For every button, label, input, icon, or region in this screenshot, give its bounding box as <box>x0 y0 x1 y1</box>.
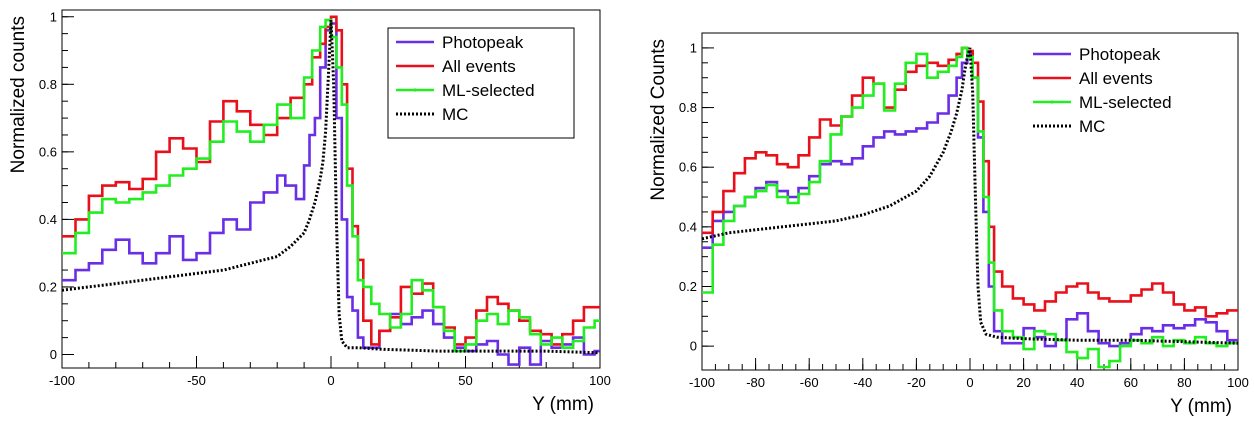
y-tick-label: 0.8 <box>39 77 57 92</box>
legend-label: Photopeak <box>1079 45 1161 64</box>
x-tick-label: 40 <box>1070 375 1084 390</box>
y-tick-label: 0.2 <box>679 279 697 294</box>
x-tick-label: 100 <box>589 373 611 388</box>
x-axis-title: Y (mm) <box>532 394 594 415</box>
y-tick-label: 1 <box>690 40 697 55</box>
legend: Photopeak All events ML-selected MC <box>1033 45 1172 136</box>
x-tick-label: -20 <box>907 375 926 390</box>
legend-frame <box>387 27 575 139</box>
y-tick-label: 0.8 <box>679 100 697 115</box>
x-tick-label: 0 <box>966 375 973 390</box>
y-tick-label: 0.4 <box>679 219 697 234</box>
y-tick-label: 0 <box>50 347 57 362</box>
y-tick-label: 0.2 <box>39 279 57 294</box>
legend-marker <box>413 88 417 92</box>
y-tick-label: 0.6 <box>39 144 57 159</box>
y-axis-title: Normalized Counts <box>648 39 669 201</box>
legend-label: MC <box>1079 117 1105 136</box>
x-tick-label: -40 <box>853 375 872 390</box>
y-tick-label: 0 <box>690 339 697 354</box>
x-tick-label: -50 <box>187 373 206 388</box>
chart-right-svg: -100 -80 -60 -40 -20 0 20 40 60 80 100 0 0.2 0.4 0.6 0.… <box>648 32 1249 417</box>
x-tick-label: 80 <box>1177 375 1191 390</box>
legend-label: ML-selected <box>442 81 535 100</box>
chart-left-svg: -100 -50 0 50 100 0 0.2 0.4 0.6 0.8 1 Y (mm) Normali… <box>8 9 611 415</box>
x-tick-label: 60 <box>1124 375 1138 390</box>
chart-right: -100 -80 -60 -40 -20 0 20 40 60 80 100 0 0.2 0.4 0.6 0.… <box>640 0 1254 418</box>
y-tick-label: 1 <box>50 9 57 24</box>
x-tick-label: 20 <box>1016 375 1030 390</box>
x-tick-label: 50 <box>458 373 472 388</box>
y-tick-label: 0.4 <box>39 212 57 227</box>
legend: Photopeak All events ML-selected MC <box>387 27 575 139</box>
x-tick-label: -100 <box>689 375 715 390</box>
series-mc <box>702 47 1238 345</box>
legend-label: All events <box>1079 69 1153 88</box>
legend-label: MC <box>442 105 468 124</box>
chart-left: -100 -50 0 50 100 0 0.2 0.4 0.6 0.8 1 Y (mm) Normali… <box>0 0 612 418</box>
x-tick-label: -60 <box>800 375 819 390</box>
x-tick-label: -80 <box>746 375 765 390</box>
y-axis-title: Normalized counts <box>8 16 29 173</box>
series-ml-selected <box>62 18 600 353</box>
x-tick-label: 100 <box>1227 375 1249 390</box>
x-tick-label: 0 <box>327 373 334 388</box>
legend-label: ML-selected <box>1079 93 1172 112</box>
series-photopeak <box>62 22 600 366</box>
y-tick-label: 0.6 <box>679 160 697 175</box>
legend-marker <box>1050 100 1054 104</box>
x-tick-label: -100 <box>49 373 75 388</box>
x-axis-title: Y (mm) <box>1170 396 1232 417</box>
series-all-events <box>702 46 1238 318</box>
legend-label: All events <box>442 57 516 76</box>
plot-frame <box>701 32 1239 371</box>
legend-label: Photopeak <box>442 33 524 52</box>
